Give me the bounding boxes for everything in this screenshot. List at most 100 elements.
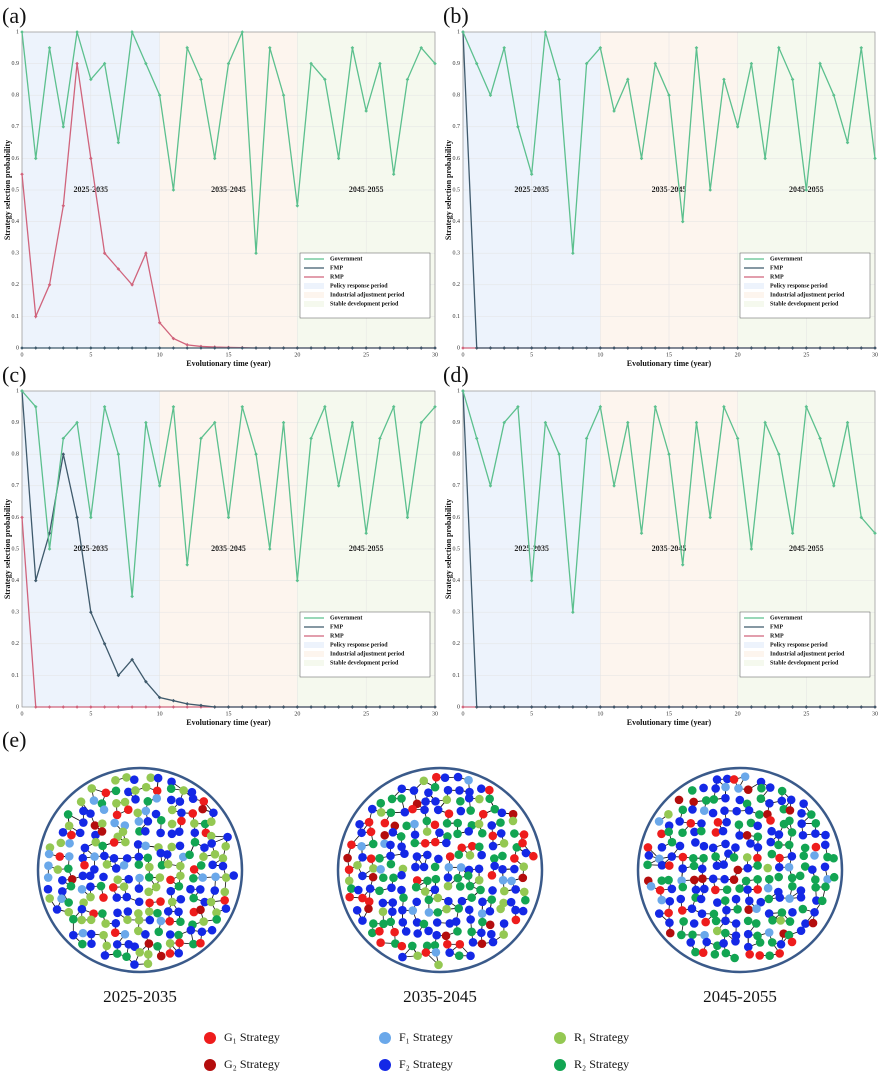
network-node xyxy=(78,939,87,949)
network-node xyxy=(508,809,518,819)
series-marker xyxy=(212,420,217,425)
network-node xyxy=(468,938,478,947)
network-node xyxy=(55,852,65,861)
series-marker xyxy=(336,156,341,161)
series-marker xyxy=(667,346,671,350)
series-marker xyxy=(61,125,66,129)
series-marker xyxy=(61,452,66,456)
series-marker xyxy=(185,343,189,347)
network-node xyxy=(823,875,832,884)
network-node xyxy=(388,907,397,917)
series-marker xyxy=(240,405,245,409)
network-node xyxy=(722,774,732,784)
network-node xyxy=(386,917,396,927)
y-tick-label: 0.4 xyxy=(12,578,20,584)
network-node xyxy=(113,908,122,918)
series-marker xyxy=(777,46,781,50)
network-node xyxy=(787,873,797,883)
network-node xyxy=(197,927,207,937)
series-marker xyxy=(378,436,382,441)
network-node xyxy=(190,819,199,828)
series-marker xyxy=(240,705,245,709)
network-node xyxy=(64,907,74,917)
network-node xyxy=(686,819,696,828)
network-node xyxy=(176,861,185,871)
network-node xyxy=(77,904,87,914)
network-node xyxy=(442,795,452,805)
network-node xyxy=(163,907,173,916)
network-node xyxy=(223,832,232,842)
series-marker xyxy=(212,156,217,161)
series-marker xyxy=(130,283,134,287)
network-node xyxy=(67,874,77,884)
network-node xyxy=(688,930,697,940)
network-node xyxy=(722,885,732,894)
series-marker xyxy=(708,515,712,520)
network-node xyxy=(765,783,775,792)
network-node xyxy=(419,776,429,786)
network-node xyxy=(767,849,777,859)
network-node xyxy=(189,865,199,874)
network-node xyxy=(45,843,55,852)
network-node xyxy=(476,885,485,895)
network-node xyxy=(367,804,377,814)
network-node xyxy=(166,795,176,805)
network-node xyxy=(443,785,453,795)
series-marker xyxy=(433,61,437,66)
network-node xyxy=(353,860,362,870)
network-node xyxy=(796,893,806,902)
series-marker xyxy=(708,188,712,192)
network-node xyxy=(379,919,388,929)
network xyxy=(36,766,244,974)
series-marker xyxy=(102,705,107,709)
network-node xyxy=(743,885,752,894)
network-node xyxy=(768,915,777,925)
network-node xyxy=(419,919,429,929)
series-marker xyxy=(102,642,107,646)
network-node xyxy=(162,850,172,859)
network-node xyxy=(99,930,108,940)
network-node xyxy=(174,907,183,917)
network-node xyxy=(420,805,429,815)
network-node xyxy=(487,871,497,880)
network-node xyxy=(431,797,440,806)
network-node xyxy=(519,887,529,897)
y-tick-label: 0.5 xyxy=(453,187,461,193)
network-node xyxy=(453,927,462,936)
network-node xyxy=(444,896,453,906)
network-node xyxy=(784,862,794,872)
series-marker xyxy=(116,346,121,350)
y-tick-label: 0.1 xyxy=(453,314,461,320)
network-node xyxy=(644,851,654,860)
y-tick-label: 0 xyxy=(457,345,460,351)
series-marker xyxy=(543,346,548,350)
network-node xyxy=(785,917,795,926)
network-node xyxy=(690,875,699,885)
network-node xyxy=(702,937,711,947)
series-marker xyxy=(516,405,520,409)
network-node xyxy=(378,898,388,908)
network-node xyxy=(745,896,754,906)
network-node xyxy=(209,808,218,818)
series-marker xyxy=(89,77,93,82)
legend-label: Policy response period xyxy=(330,283,388,289)
y-tick-label: 0.7 xyxy=(453,124,461,130)
panel-label: (c) xyxy=(2,362,26,387)
network-node xyxy=(799,851,809,861)
network-node xyxy=(442,819,452,828)
series-marker xyxy=(350,705,355,709)
network-node xyxy=(120,929,130,939)
network-node xyxy=(411,862,420,872)
network-node xyxy=(421,948,431,957)
series-marker xyxy=(364,109,368,113)
network-node xyxy=(499,930,508,939)
network-node xyxy=(444,809,454,818)
network-node xyxy=(786,795,796,805)
network-node xyxy=(718,826,728,836)
series-marker xyxy=(378,61,382,66)
network-node xyxy=(186,925,196,935)
network-node xyxy=(424,895,434,905)
network-node xyxy=(753,931,762,941)
network-node xyxy=(665,861,674,870)
network-node xyxy=(677,930,686,940)
